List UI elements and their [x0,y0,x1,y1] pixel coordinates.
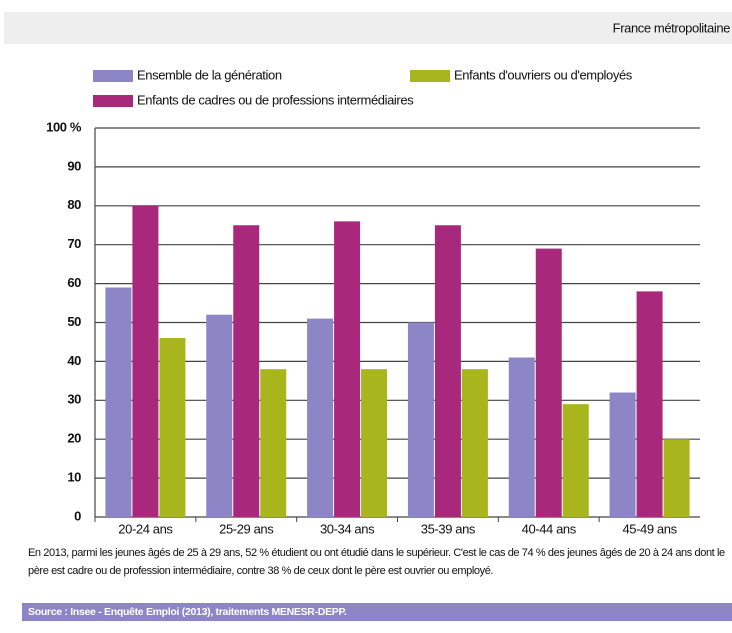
legend-swatch [93,95,133,107]
legend-swatch [410,70,450,82]
header-bar [4,12,732,44]
bar [334,221,361,518]
bar [407,322,434,517]
x-tick-label: 20-24 ans [118,521,173,536]
bar [535,248,562,517]
bar [461,369,488,517]
bar [663,439,690,517]
bar [105,287,132,517]
note: En 2013, parmi les jeunes âgés de 25 à 2… [28,547,725,577]
y-tick-label: 30 [67,392,81,407]
y-tick-label: 50 [67,314,81,329]
bar [307,318,334,517]
x-tick-label: 30-34 ans [320,521,375,536]
x-tick-label: 45-49 ans [622,521,677,536]
legend-label: Ensemble de la génération [137,67,282,82]
y-tick-label: 60 [67,275,81,290]
y-tick-label: 80 [67,197,81,212]
y-tick-label: 20 [67,431,81,446]
bar [636,291,663,517]
y-tick-label: 90 [67,158,81,173]
x-tick-label: 25-29 ans [219,521,274,536]
bar [434,225,461,517]
y-tick-label: 0 [74,508,81,523]
legend-swatch [93,70,133,82]
bar [361,369,388,517]
y-tick-label: 70 [67,236,81,251]
bar [159,338,186,517]
source: Source : Insee - Enquête Emploi (2013), … [22,603,732,621]
y-tick-label: 100 % [46,119,82,134]
y-tick-label: 40 [67,353,81,368]
x-tick-label: 35-39 ans [421,521,476,536]
bar [132,205,159,518]
bar [233,225,260,517]
bar [206,314,233,517]
y-tick-label: 10 [67,470,81,485]
legend-label: Enfants d'ouvriers ou d'employés [454,67,633,82]
bar [260,369,287,517]
chart-subtitle: France métropolitaine [613,20,730,35]
bar [562,404,589,517]
bar [609,392,636,517]
bar [508,357,535,517]
legend-label: Enfants de cadres ou de professions inte… [137,92,414,107]
chart: France métropolitaine Ensemble de la gén… [4,12,732,536]
x-tick-label: 40-44 ans [522,521,577,536]
